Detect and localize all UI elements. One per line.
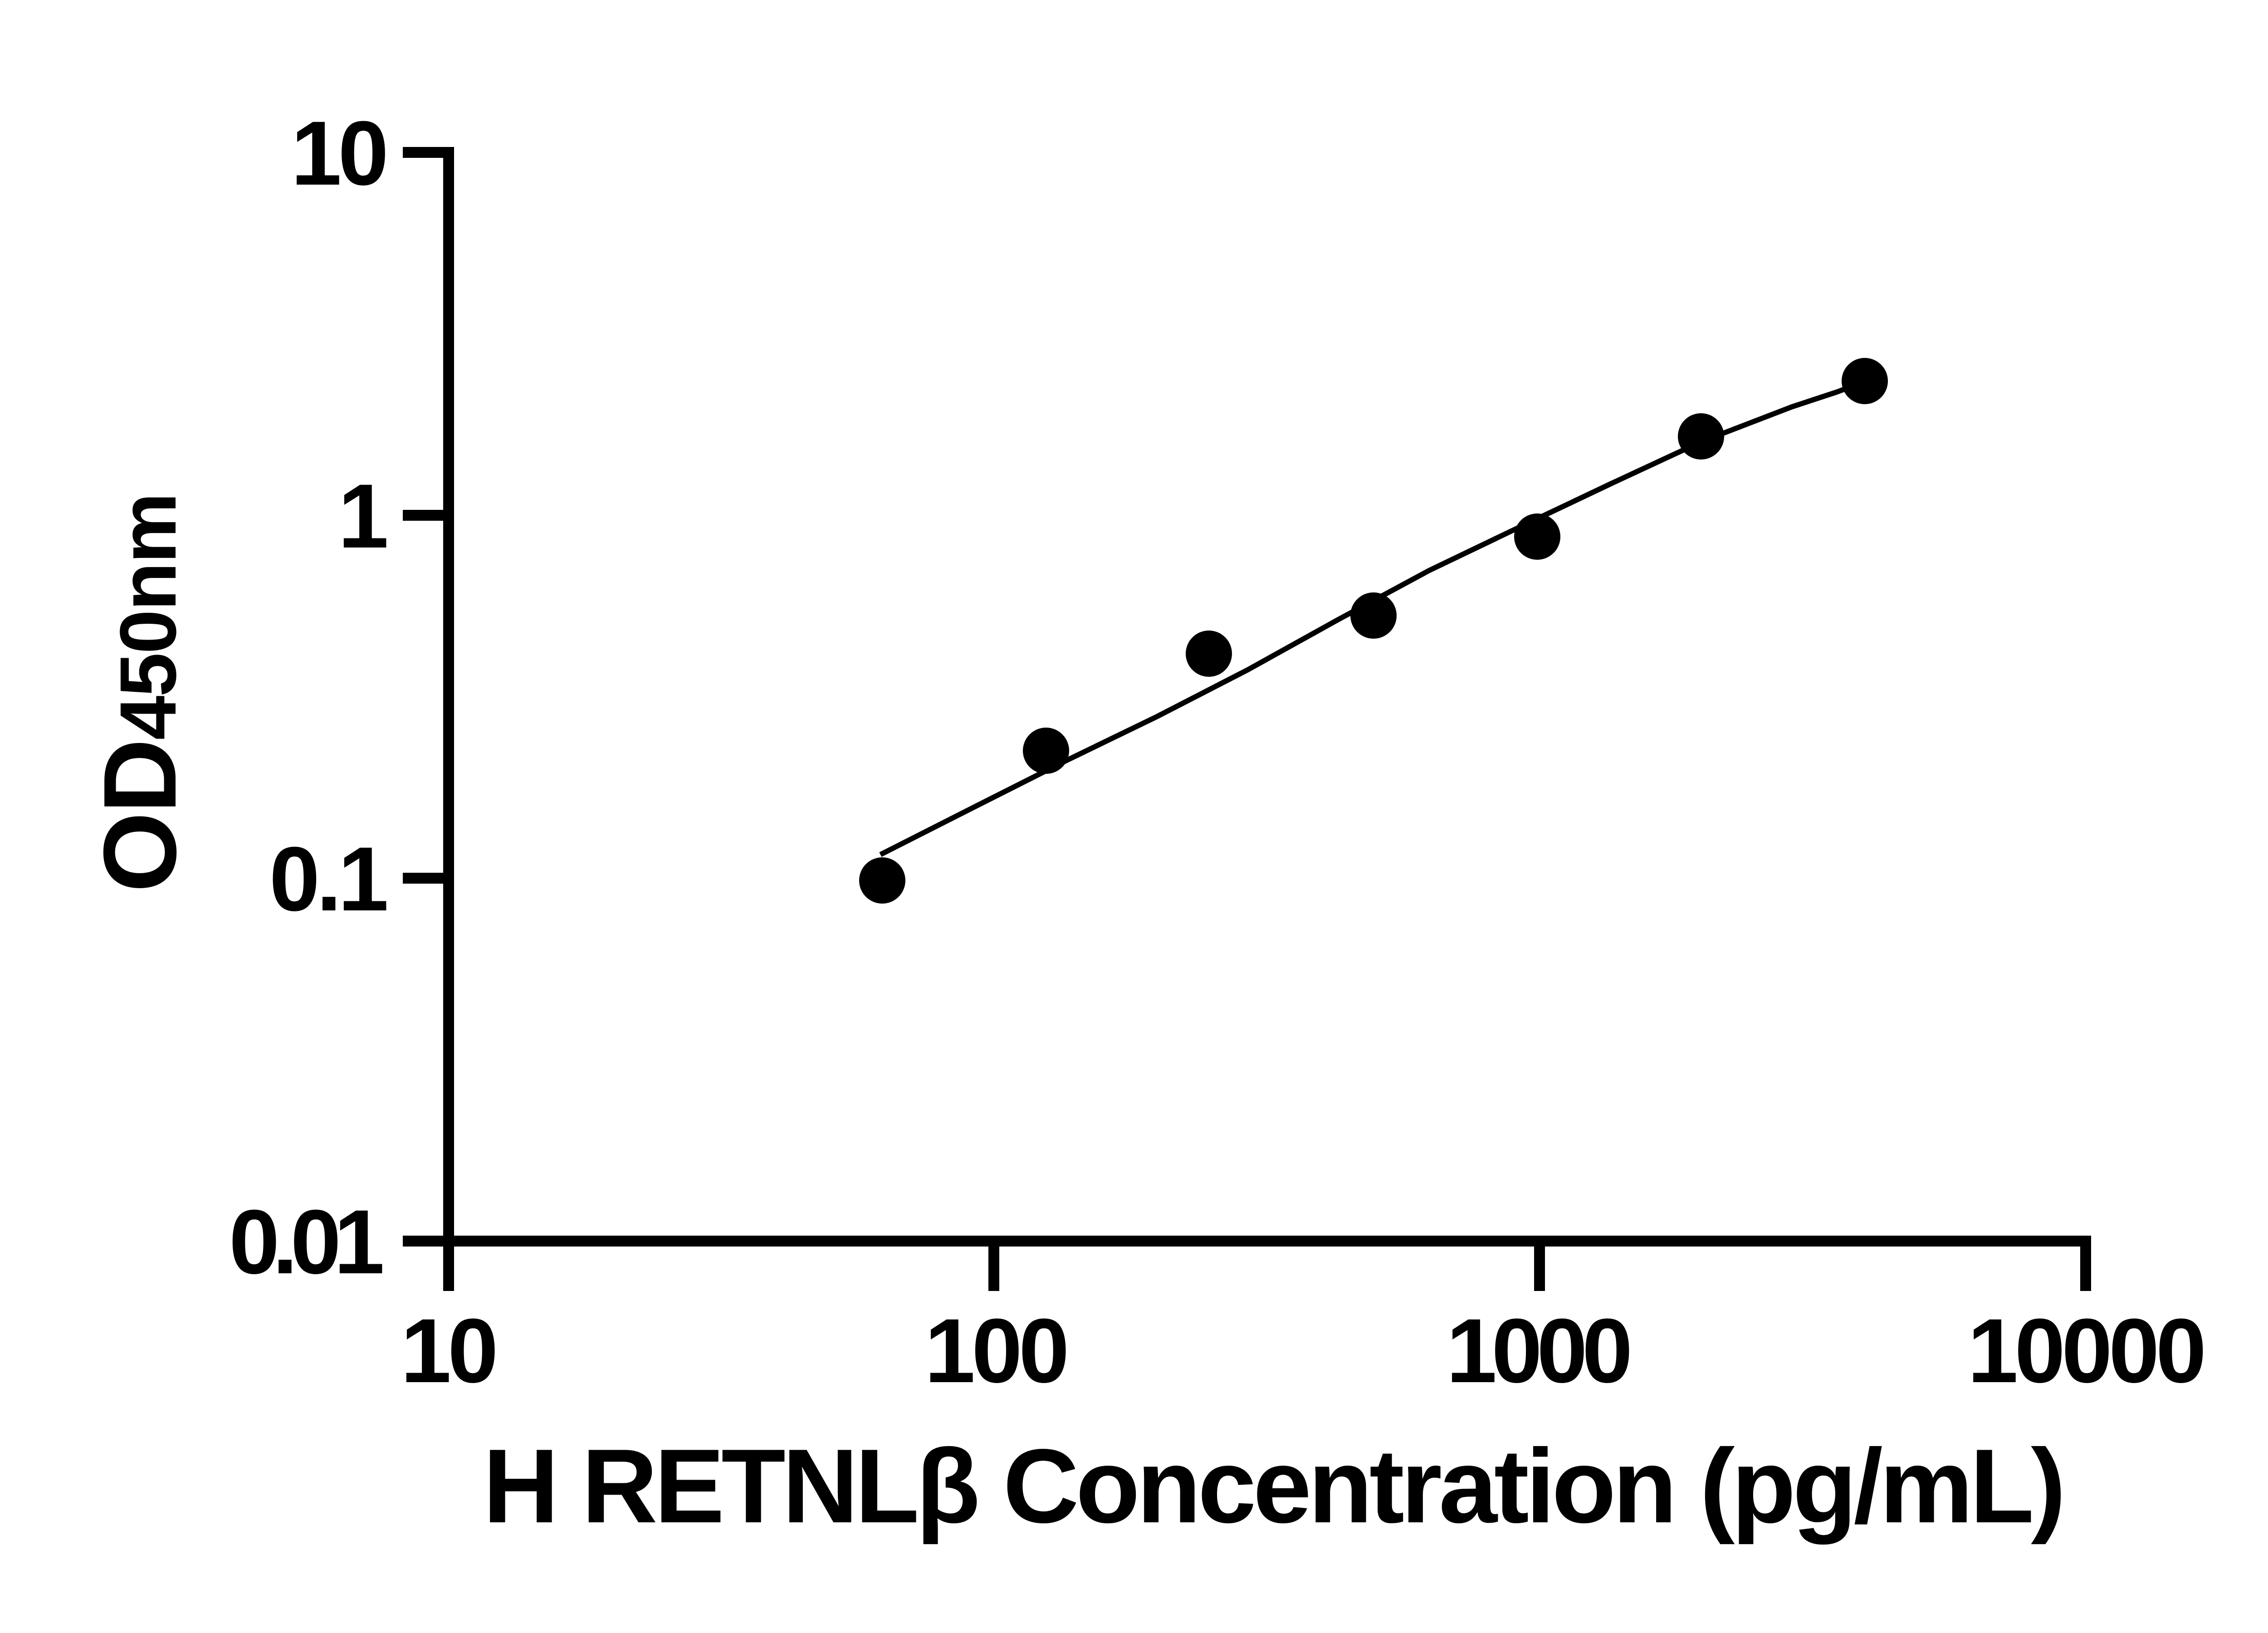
svg-text:0.01: 0.01 bbox=[229, 1191, 382, 1293]
svg-text:1: 1 bbox=[338, 465, 386, 567]
svg-text:100: 100 bbox=[924, 1300, 1066, 1402]
svg-text:10: 10 bbox=[291, 102, 385, 204]
svg-text:10: 10 bbox=[401, 1300, 495, 1402]
svg-text:0.1: 0.1 bbox=[269, 828, 387, 930]
svg-text:1000: 1000 bbox=[1446, 1300, 1629, 1402]
svg-text:H RETNLβ Concentration (pg/mL): H RETNLβ Concentration (pg/mL) bbox=[483, 1428, 2063, 1545]
svg-text:10000: 10000 bbox=[1968, 1300, 2203, 1402]
svg-text:OD450nm: OD450nm bbox=[83, 494, 198, 893]
